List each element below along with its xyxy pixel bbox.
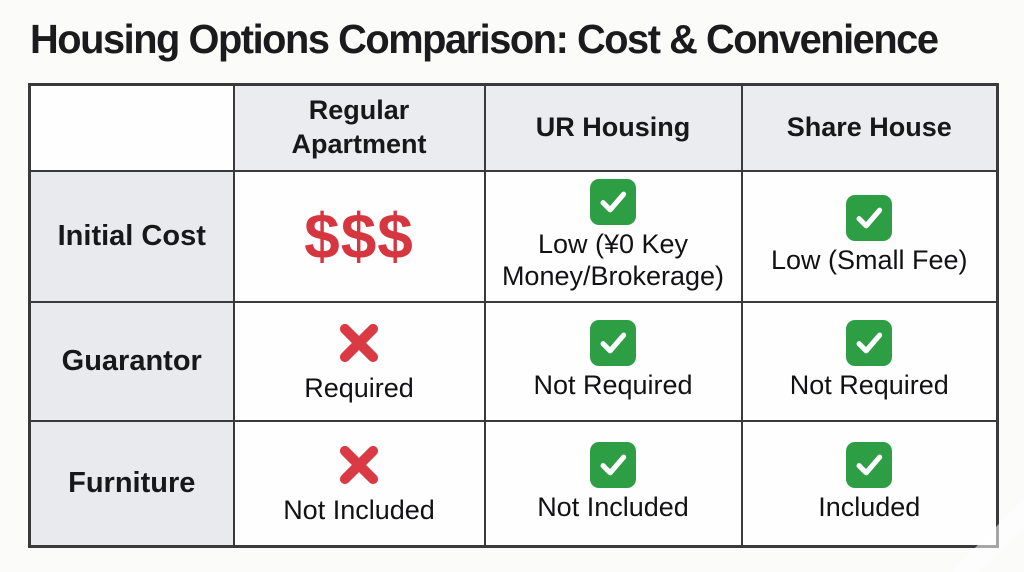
cell-label: Required [304,373,414,404]
column-header-regular-apartment: Regular Apartment [232,83,486,172]
cell-furniture-share: Included [740,419,999,548]
check-icon [846,195,893,242]
check-icon [846,442,893,489]
cell-label: Not Included [283,495,435,526]
check-icon [846,320,893,367]
column-header-ur-housing: UR Housing [483,83,743,172]
cell-guarantor-ur: Not Required [483,300,743,422]
check-icon [590,442,636,489]
cell-guarantor-regular: Required [232,300,486,422]
check-icon [590,320,636,367]
table-row-initial-cost: Initial Cost $$$ Low (¥0 Key Money/Broke… [28,169,999,303]
check-icon [590,179,636,226]
cell-label: Low (Small Fee) [770,245,968,276]
header-row: Regular Apartment UR Housing Share House [28,83,999,172]
comparison-table: Regular Apartment UR Housing Share House… [28,83,999,548]
cell-label: Not Required [789,370,949,401]
cell-initial-cost-regular: $$$ [232,169,486,303]
table-row-guarantor: Guarantor Required Not Required [28,300,999,422]
table-row-furniture: Furniture Not Included Not Included [28,419,999,548]
dollar-signs-icon: $$$ [304,200,414,272]
page-title: Housing Options Comparison: Cost & Conve… [30,16,939,62]
corner-cell [28,83,235,172]
cell-furniture-ur: Not Included [483,419,743,548]
cross-icon [333,317,385,369]
column-header-share-house: Share House [740,83,999,172]
cell-label: Not Included [537,492,689,523]
row-label-initial-cost: Initial Cost [28,169,235,303]
row-label-furniture: Furniture [28,419,235,548]
cell-guarantor-share: Not Required [740,300,999,422]
cross-icon [333,439,385,491]
cell-label: Low (¥0 Key Money/Brokerage) [501,229,725,291]
cell-initial-cost-ur: Low (¥0 Key Money/Brokerage) [483,169,743,303]
cell-label: Not Required [533,370,693,401]
cell-label: Included [818,492,921,523]
cell-furniture-regular: Not Included [232,419,486,548]
row-label-guarantor: Guarantor [28,300,235,422]
cell-initial-cost-share: Low (Small Fee) [740,169,999,303]
